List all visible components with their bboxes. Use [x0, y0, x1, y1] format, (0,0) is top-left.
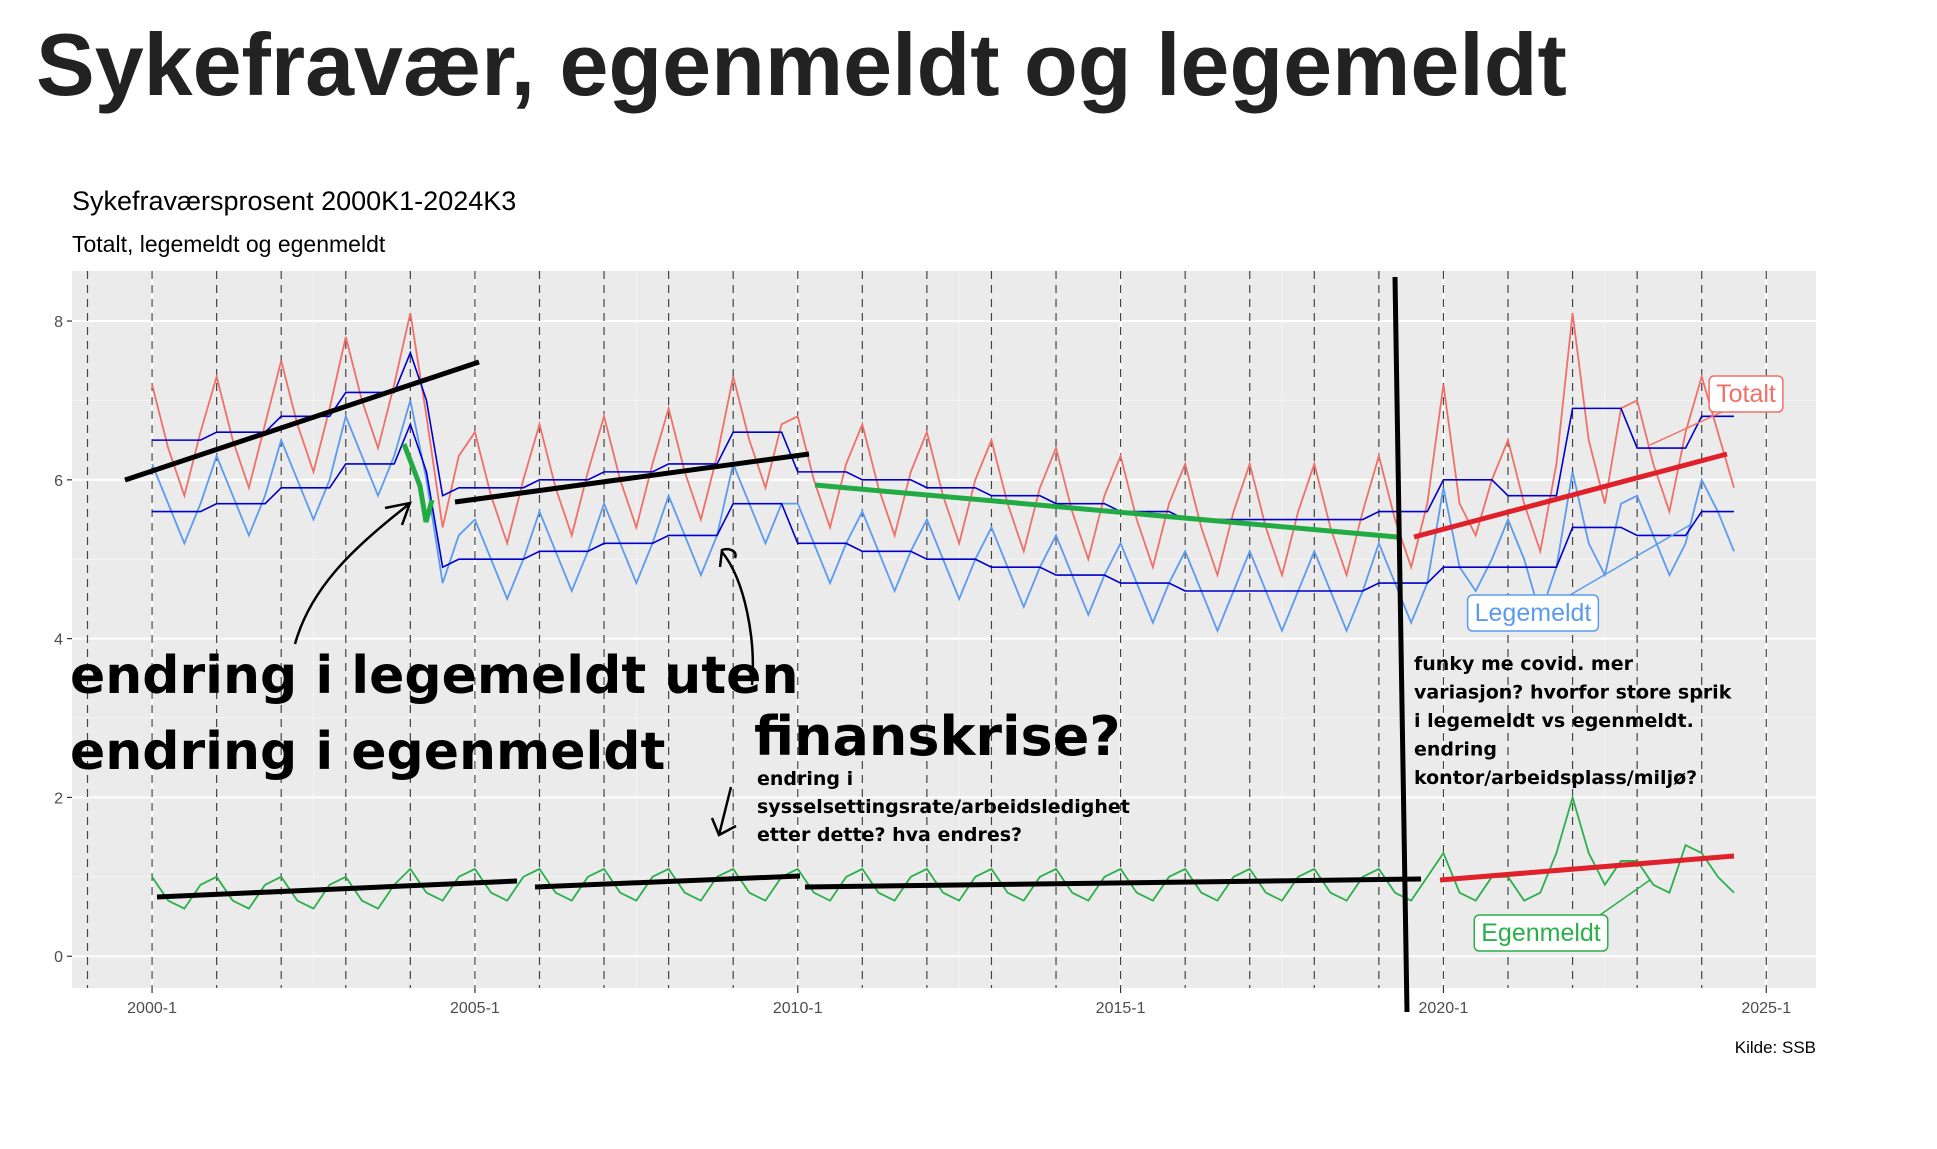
hand-trend-line	[454, 451, 810, 505]
annotation: endring i	[757, 768, 853, 790]
annotation: funky me covid. mer	[1414, 653, 1634, 675]
annotation: kontor/arbeidsplass/miljø?	[1414, 767, 1697, 789]
x-tick-label: 2000-1	[127, 1000, 177, 1017]
y-tick-label: 4	[54, 632, 63, 649]
x-tick-label: 2010-1	[773, 1000, 823, 1017]
x-tick-label: 2020-1	[1419, 1000, 1469, 1017]
annotation: variasjon? hvorfor store sprik	[1414, 682, 1732, 704]
series-label-box	[1473, 914, 1609, 952]
series-label-box	[1708, 375, 1784, 413]
chart-subtitle: Totalt, legemeldt og egenmeldt	[72, 231, 386, 257]
hand-trend-line	[156, 878, 518, 900]
label-connector	[1599, 879, 1651, 916]
chart-title: Sykefraværsprosent 2000K1-2024K3	[72, 186, 516, 216]
label-connector	[1569, 524, 1691, 596]
series-line	[152, 421, 1734, 592]
y-tick-label: 0	[54, 949, 63, 966]
series-label-text: Totalt	[1716, 380, 1776, 408]
marks	[151, 312, 1735, 910]
annotation: sysselsettingsrate/arbeidsledighet	[757, 796, 1130, 818]
hand-trend-line	[1413, 451, 1728, 540]
annotation: endring i legemeldt uten	[70, 646, 798, 706]
series-label-box	[1466, 594, 1600, 632]
hand-arrow	[718, 548, 755, 686]
hand-divider	[1392, 276, 1410, 1013]
series-label-text: Legemeldt	[1475, 599, 1592, 627]
page-heading: Sykefravær, egenmeldt og legemeldt	[36, 15, 1567, 114]
x-tick-label: 2005-1	[450, 1000, 500, 1017]
series-label: Legemeldt	[1466, 594, 1600, 632]
hand-mark	[401, 443, 435, 523]
series-label-text: Egenmeldt	[1481, 919, 1601, 947]
annotations: endring i legemeldt uten endring i egenme…	[70, 646, 1732, 846]
hand-drawn-overlay	[124, 276, 1735, 1013]
y-tick-label: 2	[54, 790, 63, 807]
annotation: endring i egenmeldt	[70, 722, 665, 782]
series-label: Totalt	[1708, 375, 1784, 413]
annotation: etter dette? hva endres?	[757, 824, 1022, 846]
hand-trend-line	[804, 876, 1422, 890]
y-tick-label: 6	[54, 473, 63, 490]
hand-trend-line	[814, 482, 1398, 540]
y-tick-label: 8	[54, 314, 63, 331]
caption: Kilde: SSB	[1735, 1038, 1816, 1057]
x-tick-label: 2025-1	[1741, 1000, 1791, 1017]
annotation: finanskrise?	[754, 705, 1121, 768]
series-line	[151, 794, 1735, 910]
series-line	[152, 350, 1734, 521]
x-tick-label: 2015-1	[1096, 1000, 1146, 1017]
label-connector	[1649, 411, 1723, 446]
hand-trend-line	[1439, 853, 1735, 883]
annotation: endring	[1414, 739, 1497, 761]
hand-arrow	[293, 501, 412, 645]
hand-trend-line	[534, 873, 801, 890]
hand-trend-line	[124, 359, 480, 483]
series-label: Egenmeldt	[1473, 914, 1609, 952]
hand-arrow	[710, 786, 737, 837]
annotation: i legemeldt vs egenmeldt.	[1414, 710, 1694, 732]
